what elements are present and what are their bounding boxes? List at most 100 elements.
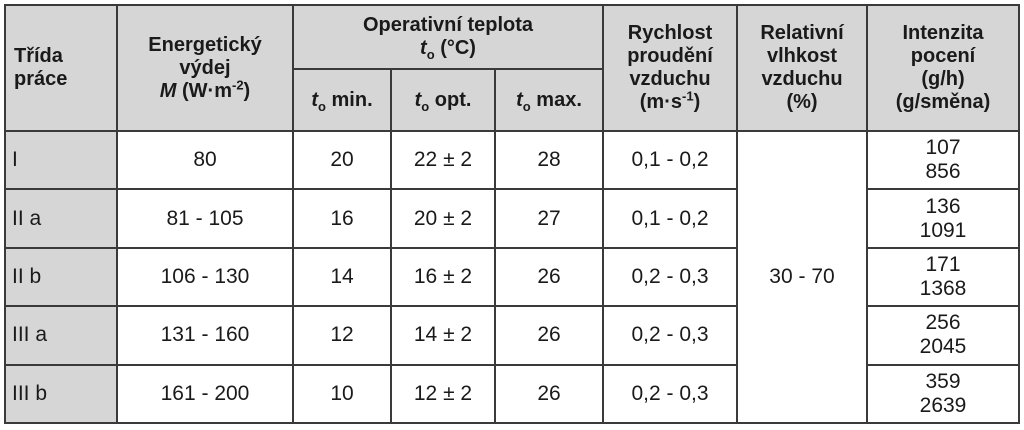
cell-temp-opt: 12 ± 2 (390, 363, 496, 425)
header-operative-unit-line: to (°C) (295, 37, 601, 62)
header-speed-unit-line: (m·s-1) (605, 88, 735, 114)
cell-temp-min: 20 (292, 129, 392, 191)
work-class-table-wrapper: Třída práce Energetický výdej M (W·m-2) … (4, 4, 1020, 425)
cell-energy: 131 - 160 (116, 305, 294, 366)
header-operative-unit: (°C) (434, 37, 476, 59)
header-operative-symbol: t (420, 37, 427, 59)
cell-sweat: 359 2639 (866, 363, 1020, 425)
cell-temp-max: 26 (494, 305, 604, 366)
header-speed-unit: (m·s (639, 91, 682, 113)
header-speed-unit-close: ) (693, 91, 701, 113)
header-sweat-line2: pocení (910, 45, 976, 67)
header-sweat-line3: (g/h) (921, 68, 965, 90)
header-temp-max: to max. (494, 68, 604, 132)
cell-sweat-per-shift: 2045 (919, 335, 967, 359)
header-temp-min-symbol: t (311, 88, 319, 111)
header-temp-min-sub: o (318, 98, 326, 114)
header-sweat-line1: Intenzita (902, 22, 984, 44)
header-sweat-line4: (g/směna) (895, 91, 991, 113)
table-row: I 80 20 22 ± 2 28 0,1 - 0,2 30 - 70 107 … (4, 129, 1020, 424)
header-work-class: Třída práce (4, 4, 118, 132)
header-air-speed: Rychlost proudění vzduchu (m·s-1) (602, 4, 738, 132)
cell-air-speed: 0,1 - 0,2 (602, 188, 738, 249)
header-energy-unit: (W·m (182, 79, 232, 102)
cell-temp-min: 14 (292, 246, 392, 308)
cell-sweat-per-shift: 856 (925, 160, 961, 184)
cell-sweat: 136 1091 (866, 188, 1020, 249)
cell-work-class: III b (4, 363, 118, 425)
cell-sweat-per-hour: 171 (925, 252, 961, 276)
header-energy-output: Energetický výdej M (W·m-2) (116, 4, 294, 132)
header-humid-line1: Relativní (760, 22, 844, 44)
cell-air-speed: 0,1 - 0,2 (602, 129, 738, 191)
header-energy-unit-exp: -2 (231, 76, 244, 92)
cell-temp-opt: 16 ± 2 (390, 246, 496, 308)
header-temp-opt-label: opt. (429, 88, 472, 111)
table-row: II a 81 - 105 16 20 ± 2 27 0,1 - 0,2 136… (4, 188, 1020, 249)
cell-temp-opt: 20 ± 2 (390, 188, 496, 249)
cell-air-speed: 0,2 - 0,3 (602, 246, 738, 308)
header-temp-opt-symbol: t (414, 88, 422, 111)
header-temp-min: to min. (292, 68, 392, 132)
cell-work-class: II a (4, 188, 118, 249)
cell-energy: 80 (116, 129, 294, 191)
header-humid-line3: vzduchu (761, 68, 843, 90)
cell-temp-min: 12 (292, 305, 392, 366)
header-sweat-intensity: Intenzita pocení (g/h) (g/směna) (866, 4, 1020, 132)
cell-temp-max: 28 (494, 129, 604, 191)
cell-sweat: 171 1368 (866, 246, 1020, 308)
header-temp-max-label: max. (530, 88, 582, 111)
cell-sweat-per-shift: 1368 (919, 276, 967, 300)
cell-sweat-per-hour: 107 (925, 136, 961, 160)
table-row: III b 161 - 200 10 12 ± 2 26 0,2 - 0,3 3… (4, 363, 1020, 425)
header-speed-unit-exp: -1 (682, 88, 694, 104)
cell-sweat: 107 856 (866, 129, 1020, 191)
header-temp-opt: to opt. (390, 68, 496, 132)
header-operative-sub: o (426, 47, 435, 62)
cell-sweat: 256 2045 (866, 305, 1020, 366)
cell-temp-opt: 22 ± 2 (390, 129, 496, 191)
header-temp-max-sub: o (522, 98, 531, 114)
cell-temp-min: 16 (292, 188, 392, 249)
table-row: II b 106 - 130 14 16 ± 2 26 0,2 - 0,3 17… (4, 246, 1020, 308)
cell-sweat-per-hour: 359 (925, 369, 961, 393)
table-row: III a 131 - 160 12 14 ± 2 26 0,2 - 0,3 2… (4, 305, 1020, 366)
cell-temp-max: 26 (494, 246, 604, 308)
header-speed-line2: proudění (627, 45, 713, 67)
header-temp-min-label: min. (325, 88, 373, 111)
cell-temp-max: 27 (494, 188, 604, 249)
cell-sweat-per-shift: 1091 (919, 218, 967, 242)
header-energy-line1: Energetický (148, 33, 262, 56)
header-temp-opt-sub: o (421, 98, 430, 114)
cell-air-speed: 0,2 - 0,3 (602, 363, 738, 425)
header-operative-line1: Operativní teplota (362, 14, 534, 36)
cell-energy: 106 - 130 (116, 246, 294, 308)
cell-energy: 161 - 200 (116, 363, 294, 425)
cell-air-speed: 0,2 - 0,3 (602, 305, 738, 366)
cell-sweat-per-hour: 136 (925, 194, 961, 218)
header-energy-symbol: M (159, 79, 177, 102)
header-humid-line2: vlhkost (766, 45, 838, 67)
cell-energy: 81 - 105 (116, 188, 294, 249)
cell-temp-min: 10 (292, 363, 392, 425)
cell-work-class: I (4, 129, 118, 191)
header-speed-line1: Rychlost (627, 22, 713, 44)
cell-sweat-per-hour: 256 (925, 311, 961, 335)
header-work-class-line2: práce (14, 68, 68, 90)
header-relative-humidity: Relativní vlhkost vzduchu (%) (736, 4, 868, 132)
header-operative-temperature: Operativní teplota to (°C) (292, 4, 604, 70)
cell-relative-humidity: 30 - 70 (736, 130, 868, 424)
header-speed-line3: vzduchu (629, 68, 711, 90)
cell-work-class: III a (4, 305, 118, 366)
cell-work-class: II b (4, 246, 118, 308)
cell-temp-opt: 14 ± 2 (390, 305, 496, 366)
header-humid-line4: (%) (786, 91, 818, 113)
cell-sweat-per-shift: 2639 (919, 393, 967, 417)
header-energy-unit-line: M (W·m-2) (119, 76, 291, 103)
header-energy-unit-close: ) (243, 79, 251, 102)
header-work-class-line1: Třída (14, 45, 63, 67)
work-class-table: Třída práce Energetický výdej M (W·m-2) … (4, 4, 1020, 425)
header-temp-max-symbol: t (516, 88, 523, 111)
cell-temp-max: 26 (494, 363, 604, 425)
header-energy-line2: výdej (179, 56, 231, 79)
